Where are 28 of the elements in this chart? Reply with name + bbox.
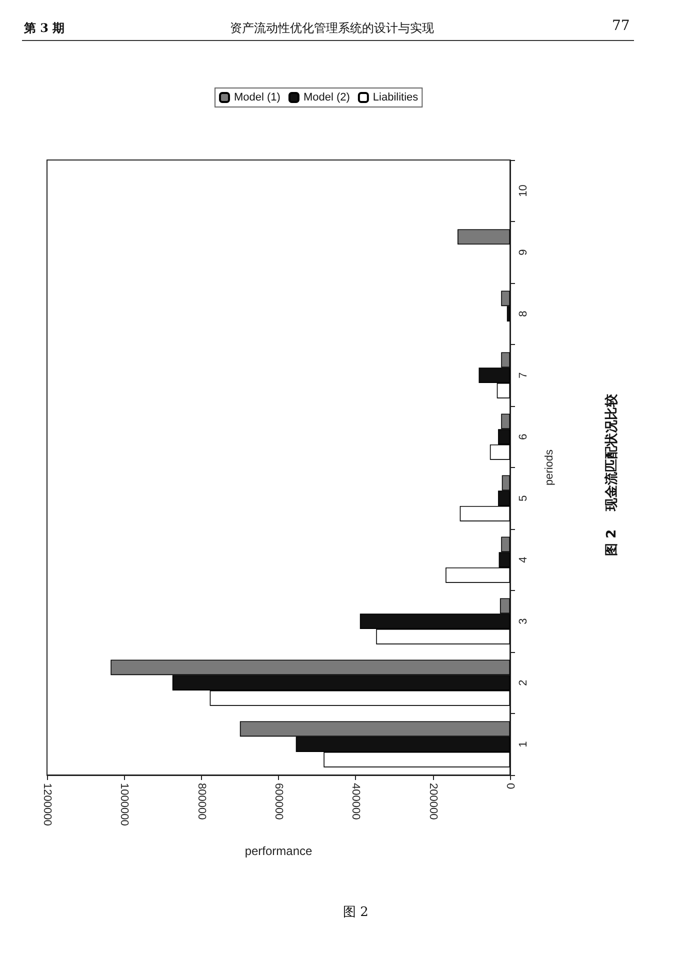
text: 图 2 现金流匹配状况比较 — [604, 393, 620, 556]
legend-label: Model (2) — [303, 92, 350, 104]
y-tick-label: 9 — [518, 249, 530, 256]
caption: 图 2 — [343, 904, 368, 921]
x-tick-label: 0 — [504, 783, 516, 790]
text: 77 — [612, 18, 630, 34]
bar — [458, 229, 510, 245]
legend-label: Model (1) — [234, 92, 280, 104]
y-tick-label: 5 — [518, 495, 530, 502]
x-tick-label: 400000 — [350, 783, 362, 820]
x-tick-label: 1200000 — [41, 783, 53, 826]
x-tick-label: 800000 — [195, 783, 208, 820]
y-tick-label: 3 — [518, 618, 530, 624]
y-tick-label: 8 — [518, 310, 530, 317]
y-tick-label: 4 — [518, 556, 530, 563]
y-axis-title: periods — [544, 448, 556, 486]
y-tick-label: 1 — [518, 741, 530, 748]
x-tick-label: 1000000 — [118, 783, 130, 826]
y-tick-label: 6 — [518, 434, 530, 440]
y-tick-label: 10 — [518, 184, 530, 197]
y-tick-label: 2 — [518, 680, 530, 686]
legend-label: Liabilities — [372, 92, 419, 104]
text: 第 3 期 — [24, 20, 65, 37]
x-tick-label: 200000 — [426, 783, 439, 820]
x-axis-title: performance — [244, 844, 313, 858]
text: 资产流动性优化管理系统的设计与实现 — [230, 20, 434, 37]
x-tick-label: 600000 — [272, 783, 284, 820]
y-tick-label: 7 — [518, 372, 530, 378]
